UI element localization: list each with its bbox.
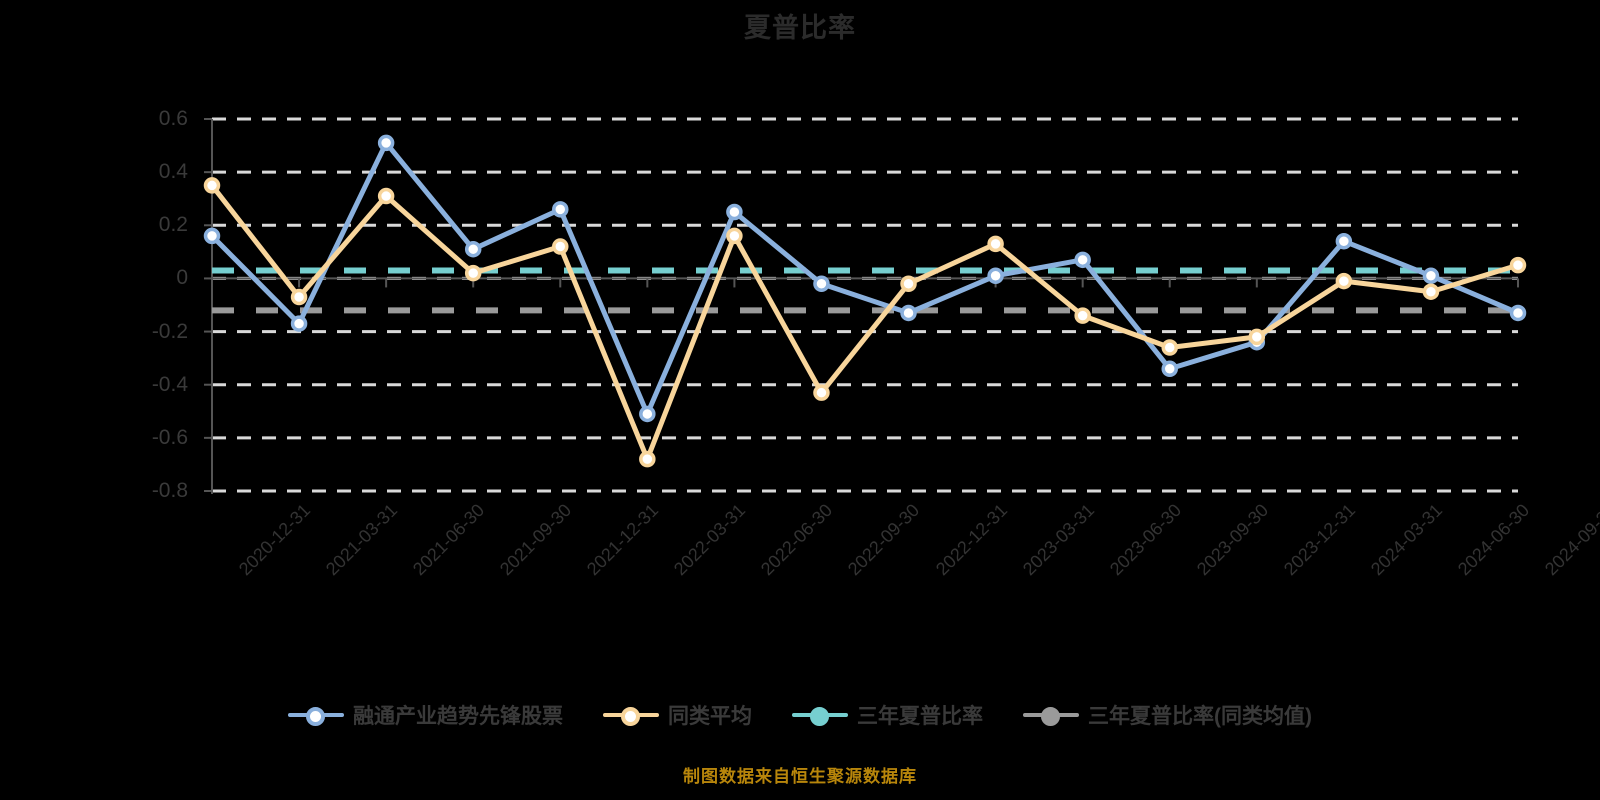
y-axis-tick-label: 0.6 (158, 107, 188, 130)
legend-three-year[interactable]: 三年夏普比率 (792, 700, 983, 730)
legend-fund[interactable]: 融通产业趋势先锋股票 (288, 700, 563, 730)
y-axis-tick-label: -0.8 (151, 479, 188, 502)
legend-dot-icon (810, 707, 829, 726)
legend-label: 同类平均 (668, 705, 752, 728)
y-axis-tick-label: -0.6 (151, 425, 188, 449)
reference-lines (212, 267, 1518, 314)
legend-marker-icon (792, 704, 848, 726)
y-axis-tick-label: 0.4 (158, 160, 188, 184)
legend-label: 三年夏普比率 (857, 705, 983, 728)
legend-dot-icon (306, 707, 325, 726)
legend-peer[interactable]: 同类平均 (603, 700, 752, 730)
legend-dot-icon (621, 707, 640, 726)
gridlines (212, 117, 1518, 493)
legend-label: 融通产业趋势先锋股票 (353, 705, 563, 728)
legend-label: 三年夏普比率(同类均值) (1088, 705, 1312, 728)
legend-marker-icon (1023, 704, 1079, 726)
page-title: 夏普比率 (744, 13, 856, 43)
y-axis-tick-label: 0.2 (158, 213, 188, 237)
series-lines (209, 140, 1521, 462)
chart-legend: 融通产业趋势先锋股票 同类平均 三年夏普比率 三年夏普比率(同类均值) (0, 700, 1600, 730)
y-axis-tick-label: 0 (176, 266, 188, 290)
legend-marker-icon (603, 704, 659, 726)
y-axis-tick-label: -0.4 (151, 372, 188, 396)
series-markers (203, 134, 1527, 468)
legend-dot-icon (1041, 707, 1060, 726)
y-axis-tick-label: -0.2 (151, 319, 188, 343)
legend-three-year-peer[interactable]: 三年夏普比率(同类均值) (1023, 700, 1312, 730)
legend-marker-icon (288, 704, 344, 726)
footer-note: 制图数据来自恒生聚源数据库 (683, 767, 917, 786)
